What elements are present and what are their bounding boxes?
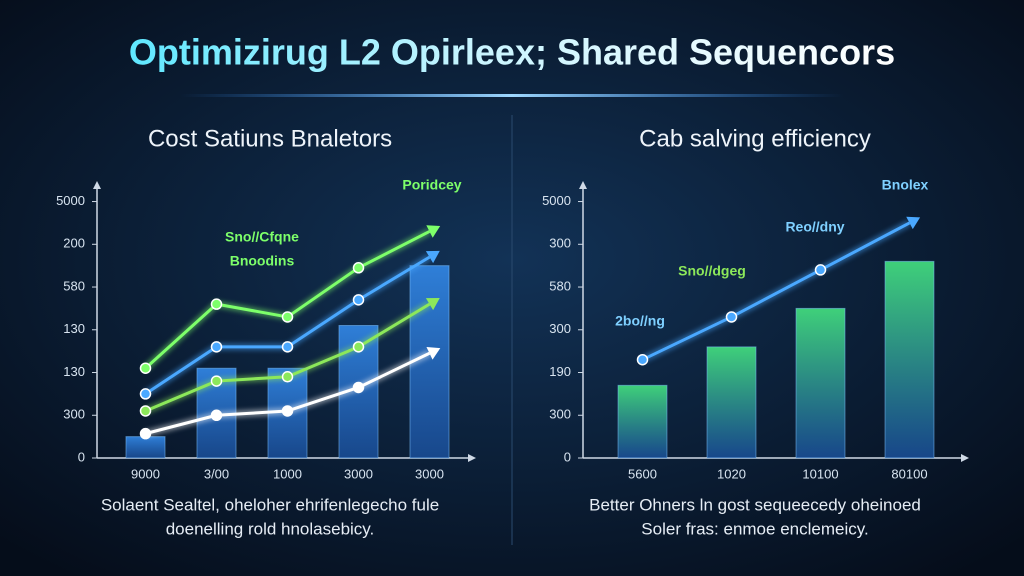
x-tick-label: 10100 xyxy=(802,466,838,481)
y-tick-label: 300 xyxy=(549,321,571,336)
y-tick-label: 300 xyxy=(63,407,85,422)
x-tick-label: 9000 xyxy=(131,466,160,481)
caption: doenelling rold hnolasebicy. xyxy=(166,519,375,538)
chart-title: Cost Satiuns Bnaletors xyxy=(148,125,392,152)
title-glow xyxy=(180,94,844,97)
x-tick-label: 3/00 xyxy=(204,466,229,481)
y-tick-label: 0 xyxy=(78,449,85,464)
x-tick-label: 80100 xyxy=(891,466,927,481)
annotation: Poridcey xyxy=(402,177,461,193)
y-tick-label: 5000 xyxy=(56,193,85,208)
y-tick-label: 200 xyxy=(63,236,85,251)
point xyxy=(139,405,152,417)
y-tick-label: 5000 xyxy=(542,193,571,208)
y-tick-label: 580 xyxy=(549,278,571,293)
bar xyxy=(706,346,757,459)
bar xyxy=(617,384,668,459)
x-tick-label: 1020 xyxy=(717,466,746,481)
caption: Better Ohners ln gost sequeecedy oheinoe… xyxy=(589,495,921,514)
axis-arrow xyxy=(468,454,476,462)
x-tick-label: 3000 xyxy=(415,466,444,481)
point xyxy=(352,341,365,353)
y-tick-label: 580 xyxy=(63,278,85,293)
chart-title: Cab salving efficiency xyxy=(639,125,871,152)
point xyxy=(352,381,365,394)
arrow-head xyxy=(426,225,441,238)
caption: Soler fras: enmoe enclemeicy. xyxy=(641,519,868,538)
axis-arrow xyxy=(93,181,101,189)
bar xyxy=(125,436,166,459)
series-line xyxy=(641,221,911,362)
point xyxy=(281,371,294,383)
x-tick-label: 3000 xyxy=(344,466,373,481)
y-tick-label: 0 xyxy=(564,449,571,464)
annotation: Bnoodins xyxy=(230,253,295,269)
point xyxy=(139,362,152,374)
point xyxy=(636,353,649,366)
y-tick-label: 130 xyxy=(63,364,85,379)
arrow-head xyxy=(425,250,440,264)
x-tick-label: 1000 xyxy=(273,466,302,481)
point xyxy=(210,341,223,353)
point xyxy=(210,298,223,310)
axis-arrow xyxy=(579,181,587,189)
caption: Solaent Sealtel, oheloher ehrifenlegecho… xyxy=(101,495,439,514)
arrow-head xyxy=(906,216,921,230)
point xyxy=(725,311,738,323)
point xyxy=(352,294,365,306)
bar xyxy=(884,260,935,459)
point xyxy=(210,375,223,387)
point xyxy=(281,405,294,417)
annotation: 2bo//ng xyxy=(615,313,665,329)
y-tick-label: 190 xyxy=(549,364,571,379)
x-tick-label: 5600 xyxy=(628,466,657,481)
y-tick-label: 130 xyxy=(63,321,85,336)
y-tick-label: 300 xyxy=(549,236,571,251)
annotation: Sno//Cfqne xyxy=(225,229,299,245)
point xyxy=(281,311,294,323)
point xyxy=(814,264,827,276)
axis-arrow xyxy=(961,454,969,462)
arrow-head xyxy=(426,346,441,360)
bar xyxy=(795,307,846,459)
annotation: Reo//dny xyxy=(785,219,844,235)
annotation: Bnolex xyxy=(882,177,929,193)
y-tick-label: 300 xyxy=(549,407,571,422)
arrow-head xyxy=(425,297,440,311)
point xyxy=(352,262,365,274)
point xyxy=(281,341,294,353)
point xyxy=(139,388,152,400)
annotation: Sno//dgeg xyxy=(678,263,746,279)
page-title: Optimizirug L2 Opirleex; Shared Sequenco… xyxy=(129,32,895,73)
point xyxy=(210,409,223,422)
point xyxy=(139,427,152,440)
